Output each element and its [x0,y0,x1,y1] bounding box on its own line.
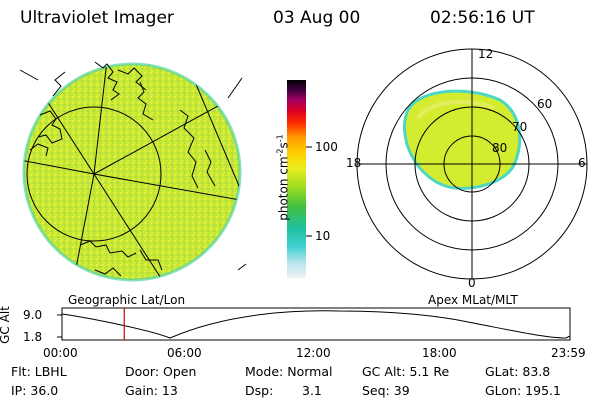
x-tick-2359: 23:59 [551,346,586,360]
x-tick-1200: 12:00 [296,346,331,360]
altitude-plot-frame [61,307,571,341]
x-tick-0600: 06:00 [167,346,202,360]
altitude-curve [61,310,571,339]
altitude-plot [57,307,571,341]
mlt-18-label: 18 [346,156,362,170]
altitude-ymin: 1.8 [23,330,43,344]
x-tick-0000: 00:00 [43,346,78,360]
auroral-oval [403,89,522,190]
mlt-6-label: 6 [578,156,586,170]
unit-prefix: photon cm [276,156,291,221]
glat-status: GLat: 83.8 [485,364,551,379]
unit-exp1: -2 [275,148,285,157]
coastlines [19,61,247,277]
flt-status: Flt: LBHL [11,364,67,379]
seq-status: Seq: 39 [362,383,410,398]
mlat-70-label: 70 [512,120,528,134]
mlt-12-label: 12 [478,47,494,61]
mlt-0-label: 0 [468,276,476,290]
x-tick-1800: 18:00 [422,346,457,360]
dsp-label: Dsp: [245,383,274,398]
altitude-ylabel: GC Alt [0,306,12,344]
unit-mid: s [276,142,291,149]
mode-status: Mode: Normal [245,364,333,379]
colorbar-label-10: 10 [315,229,331,243]
door-status: Door: Open [125,364,197,379]
mlat-80-label: 80 [492,141,508,155]
geographic-globe [19,61,247,282]
colorbar-label-100: 100 [315,140,338,154]
polar-plot [356,48,588,280]
gc-alt-status: GC Alt: 5.1 Re [362,364,450,379]
gain-status: Gain: 13 [125,383,178,398]
geo-panel-label: Geographic Lat/Lon [68,293,186,307]
colorbar [287,80,306,278]
unit-exp2: -1 [275,134,285,143]
dsp-value: 3.1 [302,383,322,398]
date-label: 03 Aug 00 [273,8,361,28]
colorbar-unit-label: photon cm-2s-1 [276,103,291,253]
mlat-60-label: 60 [537,97,553,111]
polar-panel-label: Apex MLat/MLT [428,293,518,307]
ip-status: IP: 36.0 [11,383,59,398]
glon-status: GLon: 195.1 [485,383,561,398]
globe-image [24,64,240,280]
altitude-ymax: 9.0 [23,308,43,322]
time-label: 02:56:16 UT [430,8,535,28]
instrument-title: Ultraviolet Imager [20,8,174,28]
